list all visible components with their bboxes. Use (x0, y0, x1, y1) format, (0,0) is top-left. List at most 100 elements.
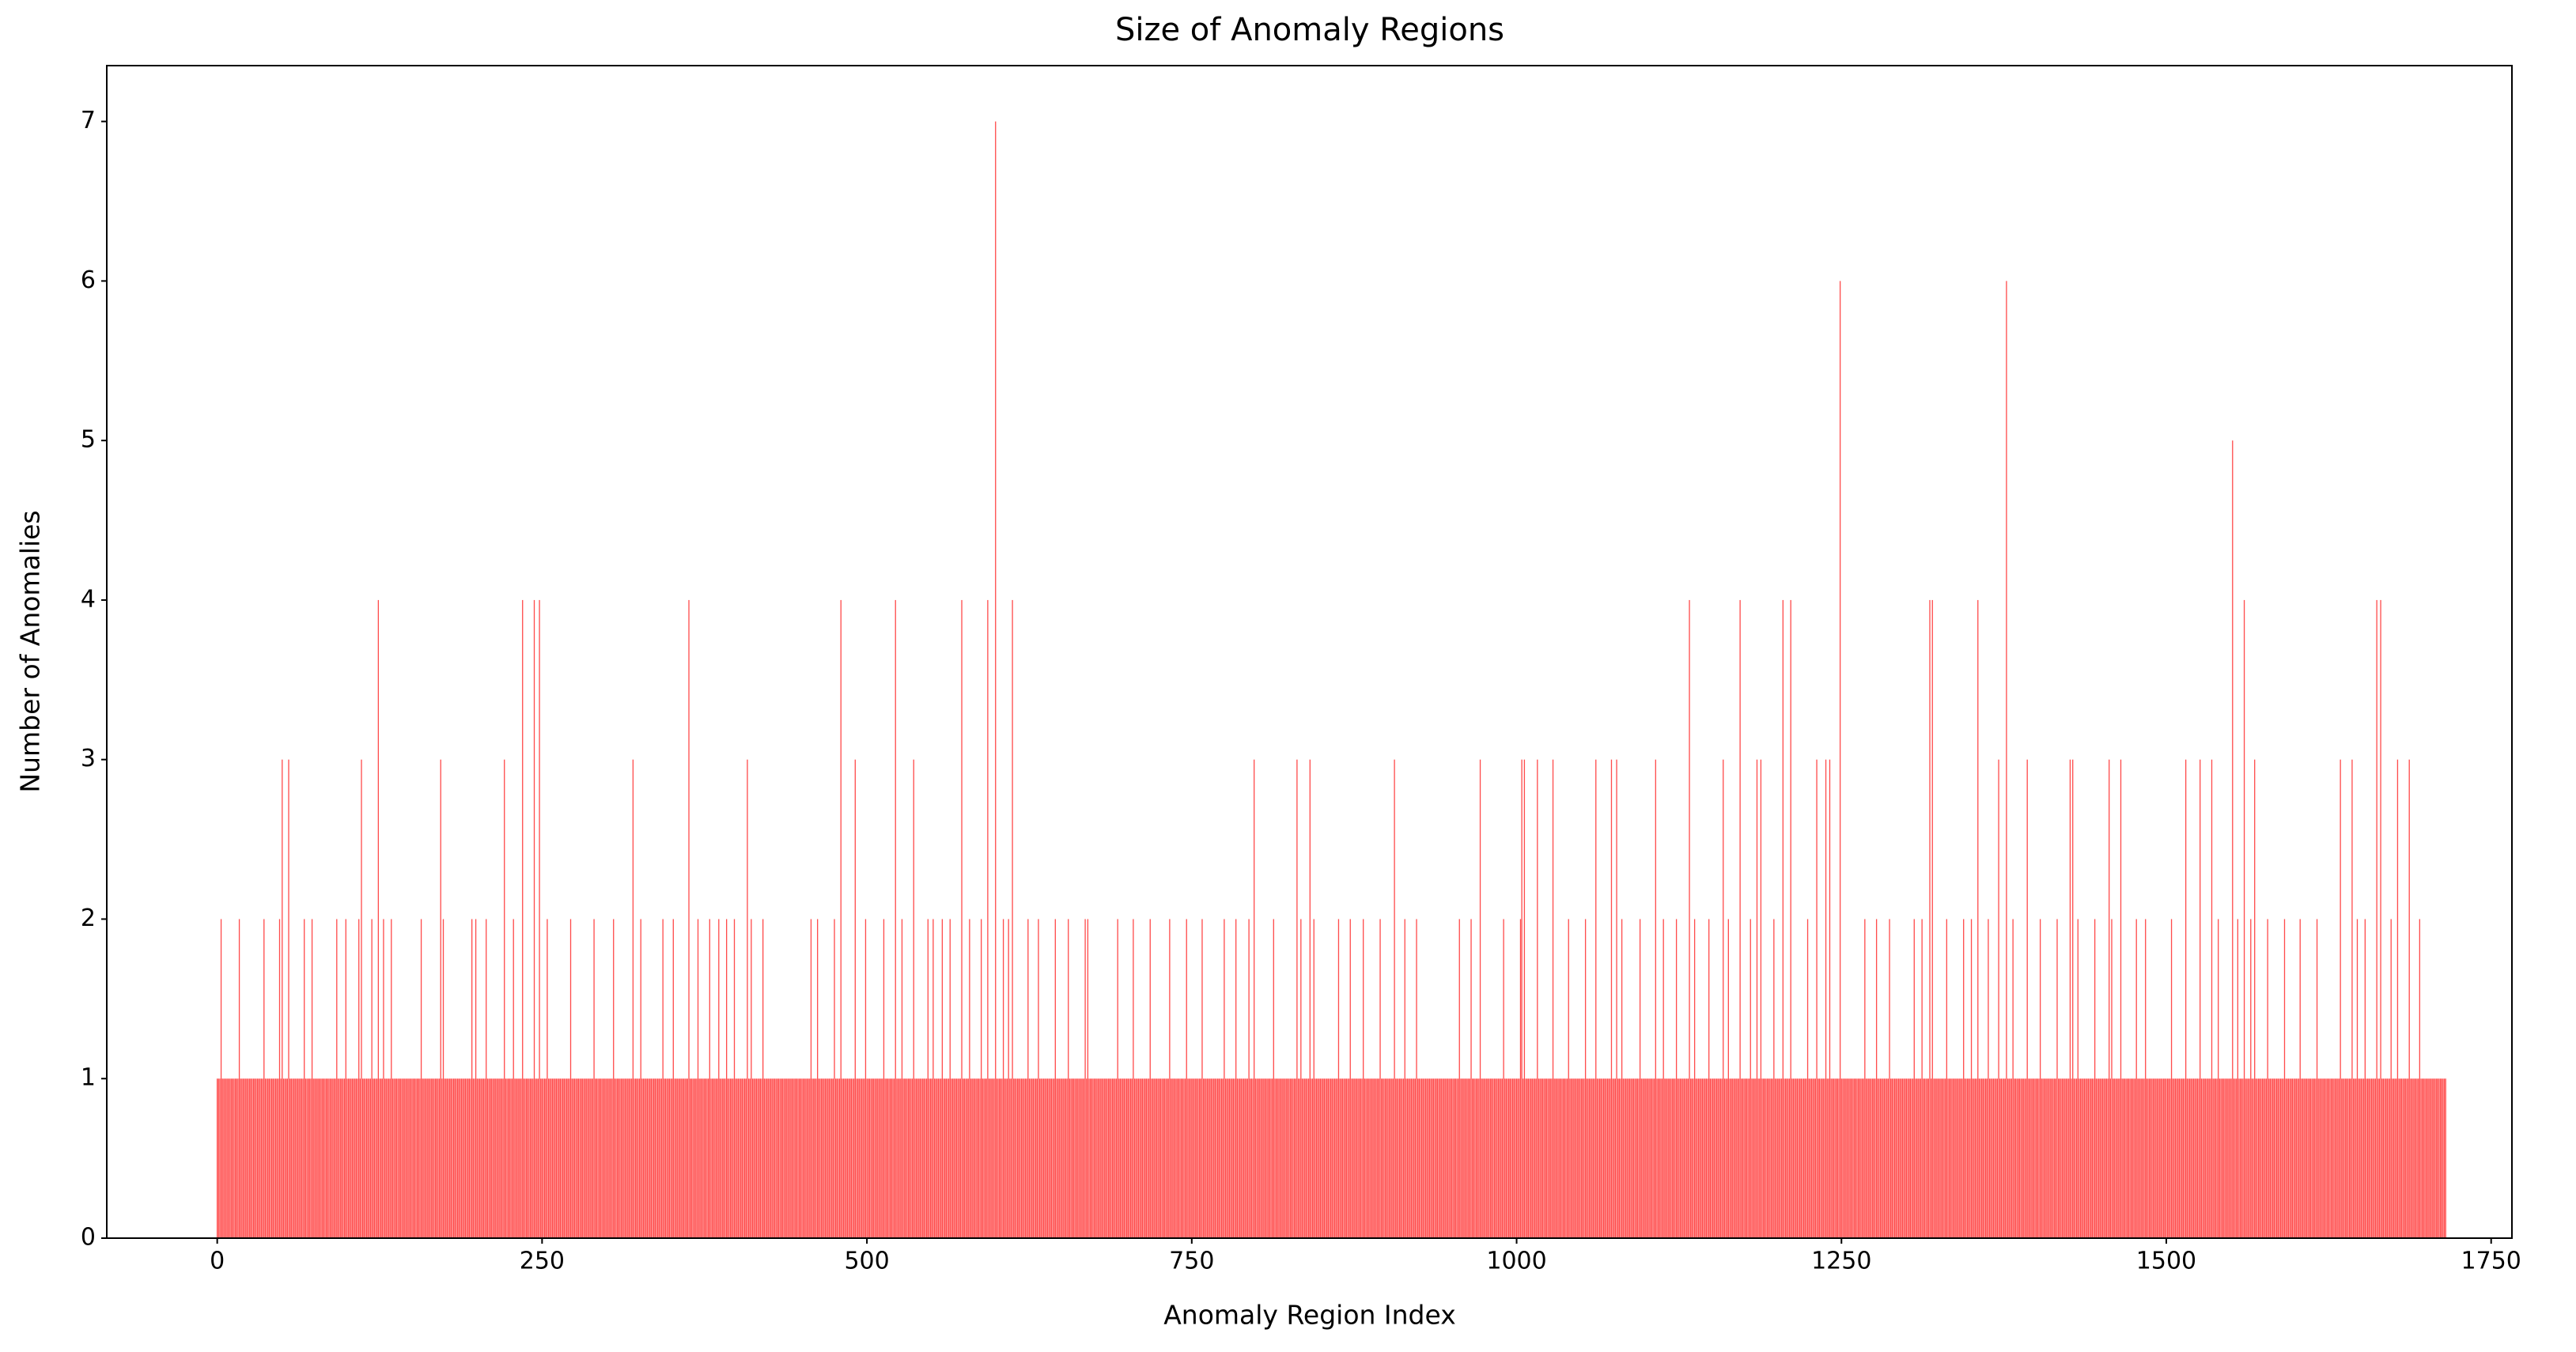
bar (1733, 1078, 1734, 1238)
bar (857, 1078, 859, 1238)
bar (1707, 1078, 1708, 1238)
bar (1152, 1078, 1154, 1238)
bar (2315, 1078, 2317, 1238)
bar (1048, 1078, 1050, 1238)
bar (973, 1078, 974, 1238)
bar (1143, 1078, 1144, 1238)
bar (380, 1078, 382, 1238)
bar (948, 1078, 950, 1238)
bar (416, 1078, 418, 1238)
bar (763, 1078, 765, 1238)
bar (2052, 1078, 2054, 1238)
bar (1466, 1078, 1468, 1238)
bar (2377, 1078, 2379, 1238)
bar (1878, 1078, 1880, 1238)
bar (1508, 1078, 1510, 1238)
bar (1941, 1078, 1942, 1238)
bar (1734, 1078, 1736, 1238)
bar (1031, 1078, 1033, 1238)
bar (1743, 1078, 1745, 1238)
bar (895, 599, 896, 1238)
bar (2028, 1078, 2029, 1238)
bar (609, 1078, 611, 1238)
bar (1206, 1078, 1209, 1238)
bar (233, 1078, 235, 1238)
bar (242, 1078, 244, 1238)
bar (280, 1078, 282, 1238)
bar (1857, 1078, 1859, 1238)
bar (2113, 1078, 2115, 1238)
bar (1038, 1078, 1041, 1238)
bar (1833, 1078, 1835, 1238)
bar (883, 919, 885, 1238)
bar (500, 1078, 501, 1238)
bar (2039, 919, 2041, 1238)
bar (579, 1078, 581, 1238)
bar (1713, 1078, 1715, 1238)
bar (2182, 1078, 2184, 1238)
bar (1448, 1078, 1450, 1238)
bar (1943, 1078, 1945, 1238)
bar (1492, 1078, 1494, 1238)
bar (274, 1078, 277, 1238)
bar (1575, 1078, 1577, 1238)
bar (775, 1078, 777, 1238)
bar (1551, 1078, 1553, 1238)
bar (1573, 1078, 1575, 1238)
bar (375, 1078, 376, 1238)
bar (1028, 1078, 1031, 1238)
bar (592, 1078, 594, 1238)
bar (2041, 1078, 2042, 1238)
bar (2026, 759, 2028, 1238)
bar (1099, 1078, 1100, 1238)
bar (2202, 1078, 2203, 1238)
bar (1483, 1078, 1485, 1238)
bar (769, 1078, 770, 1238)
bar (1061, 1078, 1063, 1238)
bar (995, 121, 997, 1239)
bar (1030, 1078, 1031, 1238)
bar (1399, 1078, 1401, 1238)
bar (622, 1078, 623, 1238)
bar (1009, 1078, 1011, 1238)
bar (589, 1078, 591, 1238)
bar (1179, 1078, 1181, 1238)
bar (1446, 1078, 1447, 1238)
bar (675, 1078, 677, 1238)
bar (490, 1078, 492, 1238)
bar (1729, 1078, 1731, 1238)
bar (1391, 1078, 1393, 1238)
bar (1327, 1078, 1329, 1238)
bar (1266, 1078, 1268, 1238)
bar (649, 1078, 651, 1238)
bar (645, 1078, 647, 1238)
bar (910, 1078, 912, 1238)
bar (791, 1078, 792, 1238)
bar (2127, 1078, 2128, 1238)
bar (2234, 1078, 2236, 1238)
bar (2328, 1078, 2330, 1238)
bar (1674, 1078, 1676, 1238)
bar (1868, 1078, 1870, 1238)
bar (860, 1078, 861, 1238)
bar (2420, 1078, 2422, 1238)
bar (2279, 1078, 2282, 1238)
bar (1414, 1078, 1417, 1238)
bar (2115, 1078, 2116, 1238)
bar (715, 1078, 717, 1238)
bar (2443, 1078, 2445, 1238)
bar (1301, 1078, 1303, 1238)
bar (1060, 1078, 1061, 1238)
bar (324, 1078, 326, 1238)
bar (747, 1078, 750, 1238)
bar (1513, 1078, 1515, 1238)
bar (1545, 1078, 1547, 1238)
bar (1977, 599, 1979, 1238)
bar (433, 1078, 435, 1238)
bar (227, 1078, 229, 1238)
bar (323, 1078, 325, 1238)
bar (1947, 1078, 1949, 1238)
bar (1095, 1078, 1096, 1238)
bar (2374, 1078, 2377, 1238)
bar (1330, 1078, 1332, 1238)
